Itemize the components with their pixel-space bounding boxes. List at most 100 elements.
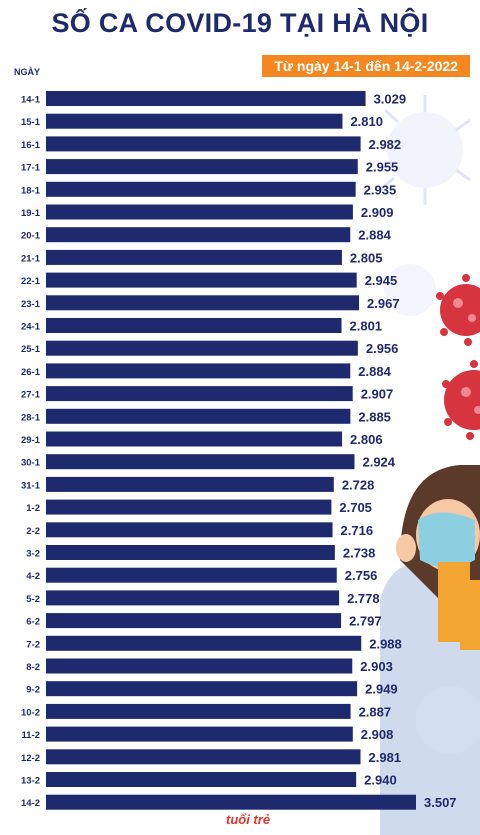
virus-illustration-top-right (379, 95, 471, 205)
value-label: 2.988 (369, 636, 402, 651)
value-label: 2.705 (339, 500, 372, 515)
category-label: 16-1 (21, 140, 41, 151)
bar (46, 431, 343, 447)
bar (46, 295, 360, 311)
value-label: 2.935 (364, 182, 397, 197)
category-label: 14-1 (21, 95, 41, 106)
category-label: 20-1 (21, 231, 41, 242)
bar (46, 249, 342, 265)
category-label: 13-2 (21, 776, 40, 787)
bar (46, 794, 416, 810)
bar (46, 476, 334, 492)
bar (46, 772, 357, 787)
virus-illustration-bottom-right (416, 686, 480, 754)
value-label: 2.982 (369, 137, 402, 152)
value-label: 3.507 (424, 795, 457, 810)
category-label: 15-1 (21, 117, 41, 128)
bar (46, 408, 351, 424)
category-label: 4-2 (26, 571, 40, 582)
value-label: 2.728 (342, 477, 375, 492)
value-label: 2.885 (358, 409, 391, 424)
y-axis-heading: NGÀY (14, 67, 41, 77)
value-label: 2.945 (365, 273, 398, 288)
value-label: 2.810 (350, 114, 383, 129)
value-label: 2.940 (364, 773, 397, 788)
category-label: 28-1 (21, 412, 41, 423)
category-label: 26-1 (21, 367, 41, 378)
bar (46, 91, 366, 106)
person-wearing-mask-illustration (380, 465, 480, 835)
bar (46, 567, 337, 583)
category-label: 7-2 (26, 639, 40, 650)
bar (46, 454, 355, 470)
category-label: 12-2 (21, 753, 40, 764)
bar (46, 159, 358, 175)
bar (46, 204, 353, 220)
category-label: 24-1 (21, 322, 41, 333)
bar (46, 227, 351, 243)
bar (46, 681, 358, 697)
bar (46, 635, 362, 651)
bar (46, 386, 353, 402)
value-label: 2.738 (343, 546, 376, 561)
value-label: 2.806 (350, 432, 383, 447)
bar (46, 318, 342, 333)
category-label: 21-1 (21, 253, 41, 264)
value-label: 2.909 (361, 205, 394, 220)
bar (46, 613, 342, 629)
category-label: 22-1 (21, 276, 41, 287)
value-label: 2.887 (359, 704, 392, 719)
virus-illustration-mid-right (384, 264, 436, 316)
bar (46, 658, 353, 674)
category-label: 25-1 (21, 344, 41, 355)
bar (46, 136, 361, 152)
bar (46, 703, 351, 719)
category-label: 27-1 (21, 390, 41, 401)
value-label: 2.756 (345, 568, 378, 583)
bar (46, 749, 361, 765)
value-label: 2.805 (350, 250, 383, 265)
value-label: 2.884 (358, 364, 391, 379)
bar (46, 522, 333, 538)
value-label: 2.955 (366, 160, 399, 175)
category-label: 14-2 (21, 798, 40, 809)
value-label: 2.884 (358, 228, 391, 243)
value-label: 2.778 (347, 591, 380, 606)
value-label: 2.801 (350, 319, 383, 334)
value-label: 2.949 (365, 682, 398, 697)
category-label: 1-2 (26, 503, 40, 514)
bar (46, 726, 353, 742)
virus-red-2 (442, 360, 480, 440)
category-label: 19-1 (21, 208, 41, 219)
bar (46, 272, 357, 288)
bar (46, 181, 356, 197)
value-label: 3.029 (374, 92, 407, 107)
page-title: SỐ CA COVID-19 TẠI HÀ NỘI (51, 8, 429, 38)
bar (46, 499, 332, 515)
bar (46, 113, 343, 129)
bar (46, 545, 335, 560)
value-label: 2.924 (362, 455, 395, 470)
category-label: 8-2 (26, 662, 40, 673)
virus-red-1 (436, 274, 480, 346)
date-range-badge: Từ ngày 14-1 đến 14-2-2022 (262, 55, 470, 77)
value-label: 2.797 (349, 614, 382, 629)
category-label: 2-2 (26, 526, 40, 537)
bar (46, 340, 358, 356)
value-label: 2.981 (369, 750, 402, 765)
category-label: 5-2 (26, 594, 40, 605)
category-label: 30-1 (21, 458, 41, 469)
category-label: 29-1 (21, 435, 41, 446)
category-label: 23-1 (21, 299, 41, 310)
bar (46, 590, 340, 606)
value-label: 2.716 (341, 523, 374, 538)
value-label: 2.903 (360, 659, 393, 674)
category-label: 11-2 (22, 730, 41, 741)
value-label: 2.908 (361, 727, 394, 742)
category-label: 18-1 (21, 185, 41, 196)
value-label: 2.907 (361, 387, 394, 402)
category-label: 3-2 (26, 549, 40, 560)
category-label: 10-2 (21, 707, 40, 718)
